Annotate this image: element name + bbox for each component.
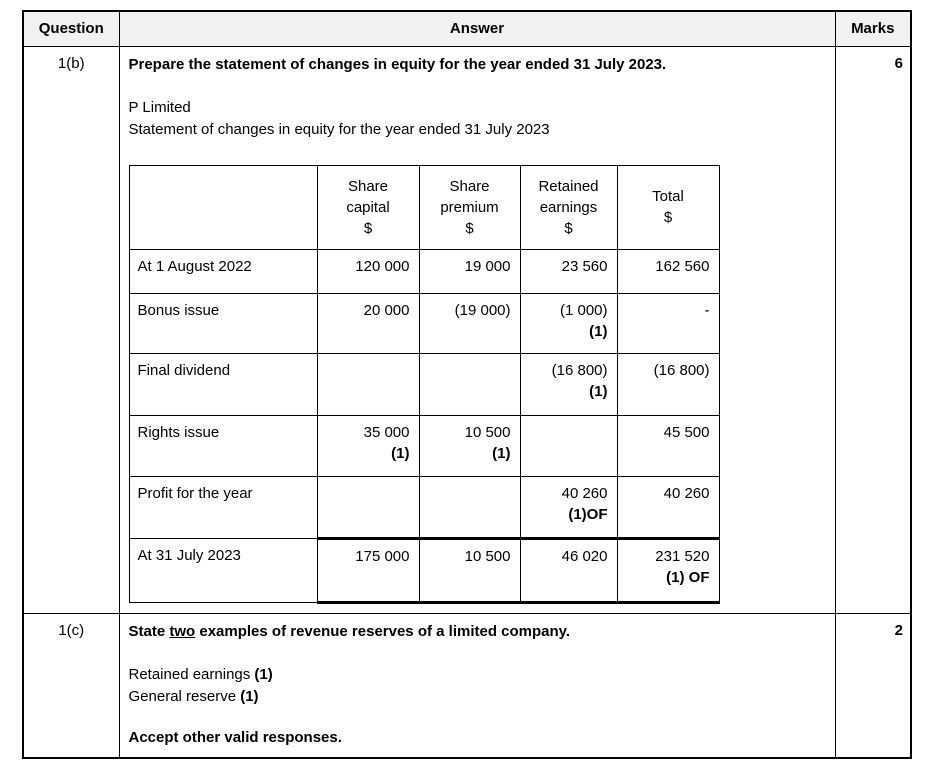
mark-point: (1) — [589, 382, 608, 400]
question-prompt-1b: Prepare the statement of changes in equi… — [128, 55, 667, 73]
answer-line: Retained earnings (1) — [128, 665, 273, 683]
cell-value: 40 260 — [663, 484, 710, 502]
currency-symbol: $ — [564, 219, 573, 237]
equity-col-header-share-premium: Share premium $ — [418, 164, 521, 250]
statement-title: Statement of changes in equity for the y… — [128, 121, 550, 139]
currency-symbol: $ — [663, 209, 673, 227]
accept-note: Accept other valid responses. — [128, 729, 342, 747]
company-name: P Limited — [128, 98, 191, 116]
mark-point: (1)OF — [568, 505, 608, 523]
mark-point: (1) — [240, 687, 259, 705]
cell-value: 19 000 — [464, 257, 511, 275]
col-header-question: Question — [22, 10, 120, 47]
mark-scheme-page: Question Answer Marks 1(b) Prepare the s… — [22, 10, 912, 759]
marks-value-1b: 6 — [834, 45, 912, 614]
cell-value: 231 520 — [655, 547, 710, 565]
mark-point: (1) — [391, 444, 410, 462]
equity-row-final-dividend: Final dividend (16 800) (1) (16 800) — [128, 352, 720, 416]
marks-value-1c: 2 — [834, 612, 912, 759]
table-header-row: Question Answer Marks — [22, 10, 912, 47]
cell-value: 120 000 — [355, 257, 410, 275]
mark-point: (1) — [254, 665, 273, 683]
cell-value: 35 000 — [363, 423, 410, 441]
col-header-marks: Marks — [834, 10, 912, 47]
equity-row-profit-for-year: Profit for the year 40 260 (1)OF 40 260 — [128, 475, 720, 539]
answer-line: General reserve (1) — [128, 687, 259, 705]
equity-row-opening-balance: At 1 August 2022 120 000 19 000 23 560 1… — [128, 248, 720, 294]
equity-col-header-total: Total $ — [616, 164, 720, 250]
cell-value: 10 500 — [464, 547, 511, 565]
answer-cell-1c: State two examples of revenue reserves o… — [118, 612, 836, 759]
cell-value: 23 560 — [561, 257, 608, 275]
row-label: At 31 July 2023 — [128, 537, 318, 603]
statement-heading: P Limited Statement of changes in equity… — [129, 97, 825, 142]
row-label: Bonus issue — [128, 292, 318, 354]
cell-value: 20 000 — [363, 301, 410, 319]
equity-col-header-retained-earnings: Retained earnings $ — [519, 164, 618, 250]
cell-value: 162 560 — [655, 257, 710, 275]
equity-col-header-share-capital: Share capital $ — [316, 164, 420, 250]
question-number-1b: 1(b) — [22, 45, 120, 614]
mark-point: (1) OF — [666, 568, 710, 586]
cell-value: - — [704, 301, 710, 319]
row-label: Profit for the year — [128, 475, 318, 539]
col-header-answer: Answer — [118, 10, 836, 47]
row-label: Rights issue — [128, 414, 318, 477]
row-question-1c: 1(c) State two examples of revenue reser… — [22, 612, 912, 759]
underlined-word: two — [169, 622, 196, 640]
cell-value: (16 800) — [551, 361, 608, 379]
mark-point: (1) — [589, 322, 608, 340]
currency-symbol: $ — [465, 219, 474, 237]
cell-value: 46 020 — [561, 547, 608, 565]
equity-header-row: Share capital $ Share premium $ Retained… — [128, 164, 720, 250]
equity-row-rights-issue: Rights issue 35 000 (1) 10 500 (1) — [128, 414, 720, 477]
mark-scheme-table: Question Answer Marks 1(b) Prepare the s… — [22, 10, 912, 759]
cell-value: (1 000) — [559, 301, 608, 319]
row-question-1b: 1(b) Prepare the statement of changes in… — [22, 45, 912, 614]
equity-row-bonus-issue: Bonus issue 20 000 (19 000) (1 000) (1) … — [128, 292, 720, 354]
cell-value: 40 260 — [561, 484, 608, 502]
answer-cell-1b: Prepare the statement of changes in equi… — [118, 45, 836, 614]
currency-symbol: $ — [363, 219, 373, 237]
cell-value: 10 500 — [464, 423, 511, 441]
question-number-1c: 1(c) — [22, 612, 120, 759]
equity-table: Share capital $ Share premium $ Retained… — [128, 164, 720, 604]
row-label: At 1 August 2022 — [128, 248, 318, 294]
cell-value: 45 500 — [663, 423, 710, 441]
question-prompt-1c: State two examples of revenue reserves o… — [128, 622, 571, 640]
row-label: Final dividend — [128, 352, 318, 416]
mark-point: (1) — [492, 444, 511, 462]
cell-value: (16 800) — [653, 361, 710, 379]
equity-col-header-blank — [128, 164, 318, 250]
answer-list: Retained earnings (1) General reserve (1… — [129, 664, 825, 708]
equity-row-closing-balance: At 31 July 2023 175 000 10 500 46 020 23… — [128, 536, 720, 604]
cell-value: (19 000) — [454, 301, 511, 319]
cell-value: 175 000 — [355, 547, 410, 565]
